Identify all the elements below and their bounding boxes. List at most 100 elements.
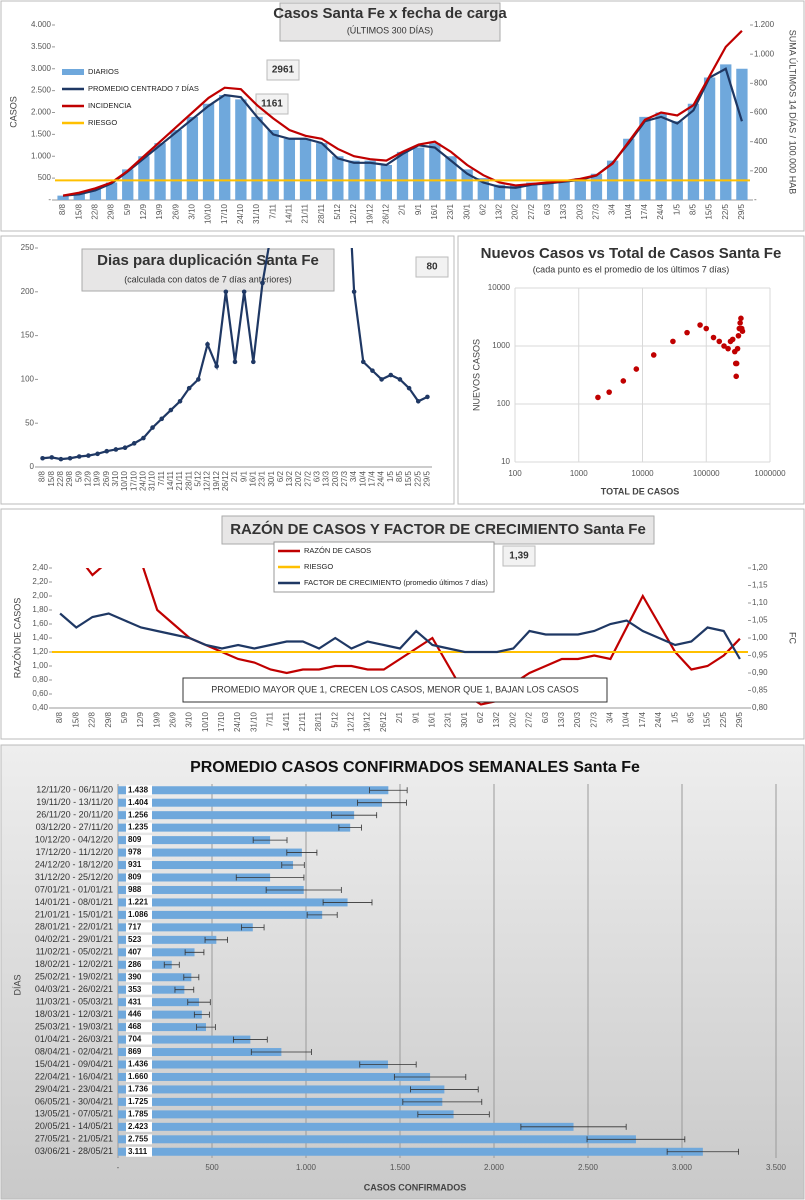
x-tick-label: 500	[205, 1163, 219, 1172]
x-tick-label: 5/9	[74, 470, 83, 482]
plot	[52, 568, 748, 706]
y-axis-label: DÍAS	[12, 974, 22, 995]
bar	[736, 68, 748, 200]
value-label: 468	[128, 1022, 142, 1031]
value-label: 2.755	[128, 1134, 149, 1143]
line	[62, 30, 743, 197]
bar	[251, 116, 263, 200]
value-label-box	[126, 1009, 152, 1020]
value-label-box	[126, 922, 152, 933]
value-label: 3.111	[128, 1147, 148, 1156]
marker	[104, 448, 110, 454]
bar	[380, 165, 392, 200]
x-tick-label: 27/3	[340, 470, 349, 486]
bar	[118, 885, 304, 894]
x-tick-label: 8/8	[58, 203, 67, 215]
bar	[118, 923, 253, 932]
legend-label: INCIDENCIA	[88, 101, 131, 110]
value-label: 446	[128, 1010, 142, 1019]
x-tick-label: 21/11	[298, 711, 307, 731]
y-tick-label: 0,80	[32, 675, 48, 684]
y-tick-label: 28/01/21 - 22/01/21	[35, 922, 113, 932]
bar	[623, 138, 635, 200]
note-box	[182, 677, 608, 703]
bar	[509, 184, 522, 200]
x-tick-label: 27/3	[592, 203, 601, 219]
y2-tick-label: 800	[754, 78, 768, 87]
y-tick-label: 25/02/21 - 19/02/21	[35, 972, 113, 982]
y-tick-label: 1,80	[32, 605, 48, 614]
x-tick-label: 1/5	[670, 711, 679, 723]
bar	[461, 169, 473, 200]
x-tick-label: 28/11	[184, 470, 193, 490]
x-tick-label: 24/10	[233, 711, 242, 732]
point	[670, 338, 676, 345]
chart-title: Nuevos Casos vs Total de Casos Santa Fe	[481, 245, 782, 262]
bar	[316, 143, 328, 200]
point	[733, 373, 740, 380]
chart-title: PROMEDIO CASOS CONFIRMADOS SEMANALES San…	[190, 759, 640, 776]
bar	[396, 151, 409, 200]
bar	[590, 173, 603, 200]
x-tick-label: 31/10	[249, 711, 258, 732]
value-label-box	[126, 972, 152, 983]
y-tick-label: 13/05/21 - 07/05/21	[35, 1109, 113, 1119]
y2-tick-label: 1,00	[752, 633, 768, 642]
bar	[154, 143, 166, 200]
x-tick-label: 3/4	[608, 203, 617, 215]
y-tick-label: 500	[38, 173, 52, 182]
x-tick-label: 19/9	[152, 711, 161, 727]
x-tick-label: 29/5	[423, 470, 432, 486]
y-tick-label: 15/04/21 - 09/04/21	[35, 1059, 113, 1069]
chart-title: RAZÓN DE CASOS Y FACTOR DE CRECIMIENTO S…	[230, 520, 646, 538]
title-box	[221, 515, 655, 545]
value-label: 1.235	[128, 823, 149, 832]
x-tick-label: 22/5	[719, 711, 728, 727]
legend-label: DIARIOS	[88, 67, 119, 76]
bar	[639, 116, 651, 200]
point	[595, 394, 601, 401]
x-tick-label: 3/10	[187, 203, 196, 219]
value-label: 2.423	[128, 1122, 149, 1131]
x-tick-label: 27/2	[303, 470, 312, 486]
x-tick-label: 9/1	[414, 203, 423, 215]
x-tick-label: 10/4	[624, 203, 633, 219]
x-tick-label: 8/5	[395, 470, 404, 482]
bar	[526, 182, 538, 200]
x-axis-label: CASOS CONFIRMADOS	[364, 1182, 467, 1192]
y2-tick-label: 1.000	[754, 49, 775, 58]
bar	[122, 169, 134, 200]
bar	[118, 786, 389, 795]
x-tick-label: 21/11	[301, 203, 310, 223]
x-tick-label: 26/9	[171, 203, 180, 219]
x-tick-label: 28/11	[314, 711, 323, 731]
y-tick-label: 100	[21, 375, 35, 384]
marker	[95, 451, 100, 457]
x-tick-label: 22/8	[56, 470, 65, 486]
y-tick-label: 19/11/20 - 13/11/20	[36, 797, 113, 807]
value-label: 931	[128, 860, 142, 869]
x-tick-label: 29/5	[737, 203, 746, 219]
marker	[379, 377, 384, 382]
chart-subtitle: (cada punto es el promedio de los último…	[533, 264, 730, 274]
x-axis-label: TOTAL DE CASOS	[601, 486, 680, 496]
bar	[118, 848, 302, 857]
marker	[406, 385, 412, 391]
x-tick-label: 17/4	[640, 203, 649, 219]
x-tick-label: 20/2	[511, 203, 520, 219]
bar	[118, 973, 192, 982]
y-tick-label: 22/04/21 - 16/04/21	[35, 1071, 113, 1081]
x-tick-label: 10/10	[201, 711, 210, 732]
x-tick-label: 6/2	[276, 470, 285, 482]
bar	[138, 156, 150, 200]
annotation-box	[415, 256, 449, 278]
x-tick-label: 15/5	[404, 470, 413, 486]
y-tick-label: 04/02/21 - 29/01/21	[35, 934, 113, 944]
marker	[397, 377, 403, 382]
legend-label: RIESGO	[304, 562, 333, 571]
x-tick-label: 9/1	[411, 711, 420, 723]
x-tick-label: 22/8	[88, 711, 97, 727]
point	[697, 322, 703, 328]
marker	[223, 289, 229, 295]
x-tick-label: 1000000	[754, 469, 786, 478]
